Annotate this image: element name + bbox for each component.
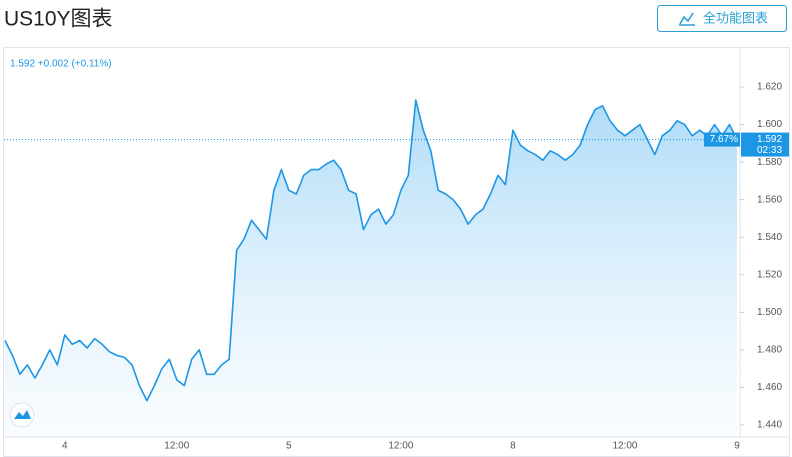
quote-text: 1.592 +0.002 (+0.11%) [10,59,112,70]
price-tag: 1.592 [757,134,782,145]
y-tick-label: 1.580 [757,157,782,168]
y-tick-label: 1.600 [757,119,782,130]
x-tick-label: 8 [510,441,516,452]
y-tick-label: 1.440 [757,420,782,431]
x-tick-label: 12:00 [388,441,413,452]
y-tick-label: 1.460 [757,382,782,393]
chart-title: US10Y图表 [4,8,113,31]
button-icon [679,12,695,26]
x-tick-label: 9 [734,441,740,452]
x-tick-label: 4 [62,441,68,452]
y-tick-label: 1.540 [757,232,782,243]
percent-tag-bg [704,132,740,147]
y-tick-label: 1.500 [757,307,782,318]
y-tick-label: 1.620 [757,82,782,93]
price-tag-time: 02:33 [757,145,782,156]
logo-mark [14,410,31,419]
x-tick-label: 12:00 [164,441,189,452]
x-tick-label: 5 [286,441,292,452]
y-tick-label: 1.560 [757,194,782,205]
y-tick-label: 1.480 [757,345,782,356]
price-line [4,99,738,402]
y-tick-label: 1.520 [757,269,782,280]
price-tag-bg [741,132,789,157]
x-tick-label: 12:00 [612,441,637,452]
button-label[interactable]: 全功能图表 [703,10,768,25]
area-fill [5,100,737,437]
percent-tag: 7.67% [710,134,738,145]
